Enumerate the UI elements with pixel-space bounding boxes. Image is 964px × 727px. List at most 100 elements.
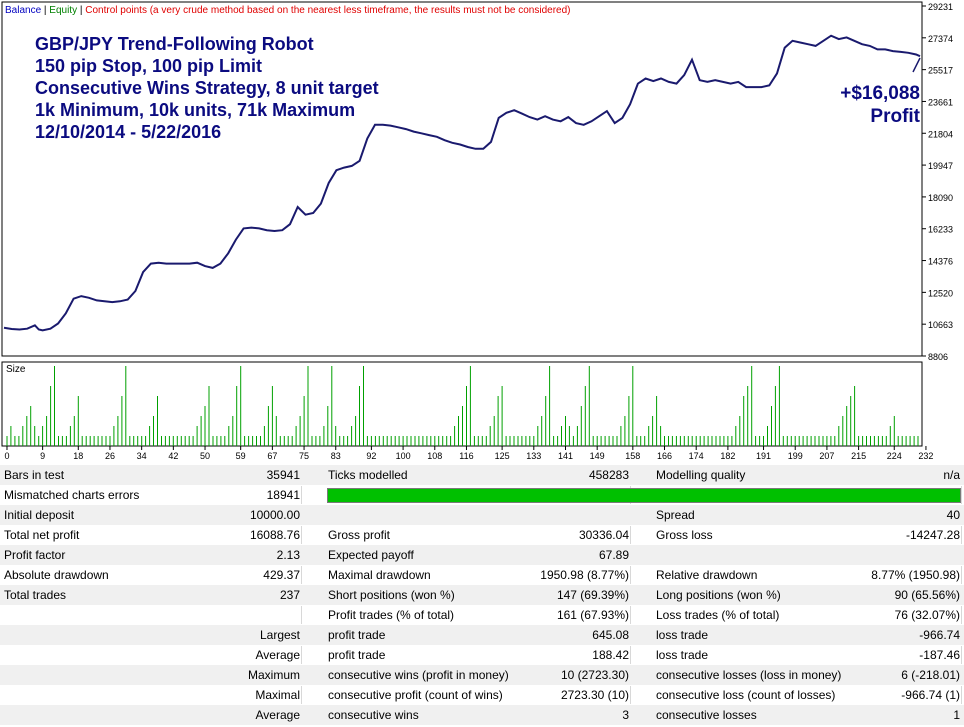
y-tick-label: 27374	[928, 34, 953, 44]
x-tick-label: 207	[819, 451, 834, 461]
profit-amount: +$16,088	[840, 83, 920, 104]
cell-background	[327, 566, 631, 584]
x-tick-label: 191	[756, 451, 771, 461]
report-value: 3	[622, 708, 629, 722]
x-tick-label: 108	[427, 451, 442, 461]
report-label: consecutive wins (profit in money)	[328, 668, 509, 682]
report-value: 1950.98 (8.77%)	[540, 568, 629, 582]
report-value: Largest	[259, 628, 300, 642]
x-tick-label: 182	[720, 451, 735, 461]
report-label: Profit factor	[4, 548, 66, 562]
report-value: 16088.76	[249, 528, 300, 542]
report-row: Average consecutive wins 3 consecutive loss…	[0, 705, 964, 725]
balance-y-axis: 8806 10663 12520 14376 16233 18090 19947 21804 2…	[922, 2, 953, 360]
report-label: Bars in test	[4, 468, 65, 482]
report-label: Spread	[656, 508, 695, 522]
current-marker	[912, 57, 921, 73]
x-tick-label: 100	[396, 451, 411, 461]
cell-background	[327, 686, 631, 704]
balance-chart: 8806 10663 12520 14376 16233 18090 19947 21804 2…	[1, 1, 953, 360]
x-tick-label: 75	[299, 451, 309, 461]
x-tick-label: 149	[590, 451, 605, 461]
report-label: consecutive wins	[328, 708, 419, 722]
size-label: Size	[6, 364, 26, 375]
report-label: Gross profit	[328, 528, 391, 542]
report-label: profit trade	[328, 628, 386, 642]
profit-callout: +$16,088 Profit	[840, 83, 920, 127]
report-label: Short positions (won %)	[328, 588, 455, 602]
report-row: Largest profit trade 645.08 loss trade -966.…	[0, 625, 964, 645]
report-label: consecutive loss (count of losses)	[656, 688, 836, 702]
report-value: 237	[279, 588, 300, 602]
size-x-axis: 0 9 18 26 34 42 50 59 67 75 83 92 100 108 116 125 133 141…	[4, 446, 933, 461]
x-tick-label: 18	[73, 451, 83, 461]
cell-background	[655, 646, 962, 664]
cell-background	[327, 646, 631, 664]
y-tick-label: 16233	[928, 225, 953, 235]
report-label: Relative drawdown	[656, 568, 758, 582]
chart-title: GBP/JPY Trend-Following Robot 150 pip St…	[35, 34, 379, 142]
x-tick-label: 67	[267, 451, 277, 461]
x-tick-label: 232	[918, 451, 933, 461]
cell-background	[0, 686, 302, 704]
cell-background	[0, 566, 302, 584]
x-tick-label: 26	[105, 451, 115, 461]
report-value: 30336.04	[578, 528, 629, 542]
report-label: Total trades	[4, 588, 67, 602]
size-bars	[6, 366, 919, 446]
report-value: 161 (67.93%)	[556, 608, 629, 622]
report-value: 2723.30 (10)	[560, 688, 629, 702]
report-row: Maximal consecutive profit (count of wins…	[0, 685, 964, 705]
x-tick-label: 141	[558, 451, 573, 461]
report-label: Initial deposit	[4, 508, 75, 522]
report-label: Long positions (won %)	[656, 588, 781, 602]
x-tick-label: 125	[495, 451, 510, 461]
report-value: Maximum	[247, 668, 300, 682]
report-value: 147 (69.39%)	[556, 588, 629, 602]
report-row: Average profit trade 188.42 loss trade -187.…	[0, 645, 964, 665]
balance-plot-area	[1, 1, 923, 357]
report-label: Maximal drawdown	[328, 568, 431, 582]
report-value: 35941	[266, 468, 300, 482]
report-value: Maximal	[255, 688, 300, 702]
y-tick-label: 8806	[928, 352, 948, 360]
report-label: Expected payoff	[328, 548, 414, 562]
report-value: 8.77% (1950.98)	[871, 568, 960, 582]
x-tick-label: 9	[40, 451, 45, 461]
legend: Balance | Equity | Control points (a ver…	[5, 5, 571, 16]
title-line-1: GBP/JPY Trend-Following Robot	[35, 34, 314, 54]
report-value: 458283	[588, 468, 629, 482]
cell-background	[655, 686, 962, 704]
report-value: 645.08	[592, 628, 629, 642]
x-tick-label: 92	[366, 451, 376, 461]
y-tick-label: 23661	[928, 97, 953, 107]
report-row: Profit factor 2.13 Expected payoff 67.89	[0, 545, 964, 565]
y-tick-label: 10663	[928, 320, 953, 330]
x-tick-label: 83	[331, 451, 341, 461]
x-tick-label: 174	[689, 451, 704, 461]
cell-background	[0, 606, 302, 624]
report-label: Loss trades (% of total)	[656, 608, 780, 622]
y-tick-label: 18090	[928, 193, 953, 203]
cell-background	[327, 606, 631, 624]
title-line-5: 12/10/2014 - 5/22/2016	[35, 122, 221, 142]
report-row: Profit trades (% of total) 161 (67.93%) Lo…	[0, 605, 964, 625]
x-tick-label: 116	[459, 451, 473, 461]
title-line-3: Consecutive Wins Strategy, 8 unit target	[35, 78, 379, 98]
report-value: Average	[255, 648, 300, 662]
title-line-4: 1k Minimum, 10k units, 71k Maximum	[35, 100, 355, 120]
y-tick-label: 25517	[928, 66, 953, 76]
report-value: 18941	[266, 488, 300, 502]
report-value: -966.74	[919, 628, 960, 642]
x-tick-label: 34	[137, 451, 147, 461]
report-value: 10 (2723.30)	[560, 668, 629, 682]
report-row: Initial deposit 10000.00 Spread 40	[0, 505, 964, 525]
report-value: 76 (32.07%)	[894, 608, 960, 622]
report-label: consecutive losses	[656, 708, 757, 722]
cell-background	[655, 606, 962, 624]
report-value: 2.13	[276, 548, 300, 562]
report-row: Mismatched charts errors 18941	[0, 485, 964, 505]
y-tick-label: 29231	[928, 2, 953, 12]
report-label: Profit trades (% of total)	[328, 608, 455, 622]
x-tick-label: 50	[200, 451, 210, 461]
